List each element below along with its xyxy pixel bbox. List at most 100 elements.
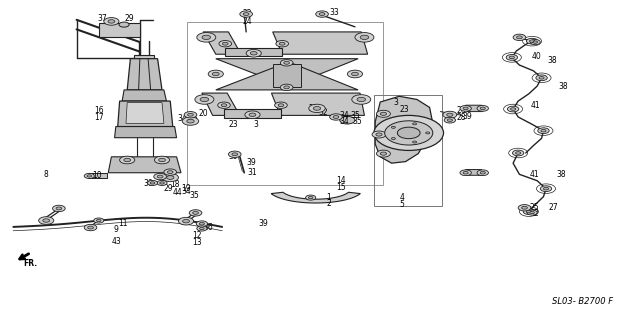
Circle shape (389, 125, 398, 130)
Text: 40: 40 (532, 52, 542, 61)
Circle shape (477, 106, 488, 111)
Text: 33: 33 (330, 8, 339, 17)
Circle shape (202, 35, 210, 39)
Circle shape (120, 156, 135, 164)
Circle shape (380, 112, 387, 116)
Circle shape (374, 116, 444, 150)
Circle shape (284, 86, 290, 89)
Circle shape (517, 36, 522, 39)
Text: 34: 34 (178, 114, 188, 123)
Circle shape (385, 121, 433, 145)
Circle shape (246, 50, 261, 57)
Circle shape (155, 156, 170, 164)
Circle shape (223, 42, 228, 45)
Circle shape (413, 123, 417, 125)
Circle shape (108, 20, 115, 23)
Text: 20: 20 (198, 109, 209, 118)
Circle shape (533, 41, 538, 43)
Circle shape (526, 38, 538, 44)
Circle shape (376, 133, 382, 136)
Circle shape (309, 104, 325, 113)
Text: 2: 2 (327, 199, 331, 208)
Text: 15: 15 (336, 183, 346, 192)
Text: 23: 23 (399, 105, 409, 114)
Polygon shape (465, 170, 482, 175)
Text: 38: 38 (548, 56, 557, 65)
Circle shape (413, 141, 417, 143)
Circle shape (424, 131, 432, 135)
Circle shape (232, 153, 238, 156)
Polygon shape (216, 59, 358, 87)
Circle shape (208, 70, 223, 78)
Circle shape (352, 95, 371, 104)
Text: 29: 29 (124, 14, 134, 23)
Text: 28: 28 (456, 114, 466, 123)
Text: 34: 34 (340, 116, 349, 126)
Circle shape (160, 182, 164, 184)
Circle shape (187, 119, 194, 123)
Text: 21: 21 (309, 104, 318, 113)
Text: 32: 32 (318, 108, 328, 117)
Circle shape (219, 41, 231, 47)
Circle shape (377, 110, 391, 117)
Circle shape (199, 222, 204, 225)
Polygon shape (273, 64, 301, 87)
Text: 10: 10 (93, 171, 102, 180)
Text: 3: 3 (254, 120, 259, 130)
Polygon shape (273, 32, 368, 54)
Text: SL03- B2700 F: SL03- B2700 F (552, 297, 613, 306)
Circle shape (530, 212, 534, 214)
Circle shape (94, 218, 104, 223)
Circle shape (183, 220, 190, 223)
Text: 35: 35 (189, 191, 199, 200)
Circle shape (518, 204, 531, 211)
Text: 11: 11 (118, 219, 127, 228)
Circle shape (313, 107, 321, 110)
Circle shape (157, 180, 167, 186)
Circle shape (250, 52, 257, 55)
Polygon shape (108, 157, 181, 173)
Circle shape (541, 129, 546, 132)
Circle shape (391, 138, 396, 140)
Circle shape (280, 42, 285, 45)
Circle shape (154, 173, 167, 180)
Circle shape (200, 97, 209, 102)
Circle shape (509, 56, 514, 59)
Circle shape (157, 175, 163, 178)
Text: 22: 22 (242, 9, 252, 18)
Circle shape (536, 75, 547, 81)
Text: 9: 9 (113, 225, 118, 234)
Circle shape (507, 106, 519, 112)
Circle shape (87, 175, 91, 177)
Circle shape (513, 34, 526, 41)
Text: 34: 34 (340, 111, 349, 120)
Text: 41: 41 (531, 101, 540, 110)
Circle shape (124, 158, 131, 162)
Text: 39: 39 (246, 158, 256, 167)
Circle shape (410, 140, 419, 144)
Text: 16: 16 (94, 106, 104, 115)
Circle shape (249, 113, 256, 116)
Circle shape (193, 212, 198, 214)
Circle shape (389, 136, 398, 141)
Text: 44: 44 (172, 188, 183, 197)
Circle shape (221, 104, 227, 107)
Circle shape (333, 116, 339, 118)
Circle shape (188, 113, 193, 116)
Circle shape (398, 127, 420, 139)
Text: 5: 5 (399, 200, 404, 209)
Circle shape (539, 76, 544, 79)
Circle shape (538, 128, 549, 133)
Text: 24: 24 (242, 17, 252, 26)
Circle shape (477, 170, 488, 176)
Text: 14: 14 (336, 176, 346, 185)
Circle shape (217, 102, 230, 108)
Circle shape (243, 13, 249, 15)
Text: 29: 29 (164, 184, 174, 193)
Circle shape (330, 114, 342, 120)
Polygon shape (224, 109, 281, 118)
Circle shape (189, 210, 202, 216)
Text: 34: 34 (181, 188, 191, 196)
Text: 30: 30 (143, 180, 153, 188)
Circle shape (380, 152, 387, 155)
